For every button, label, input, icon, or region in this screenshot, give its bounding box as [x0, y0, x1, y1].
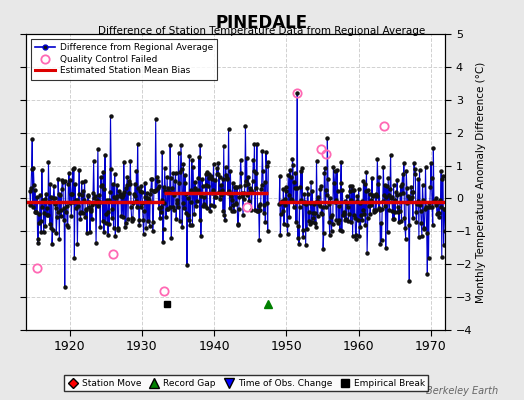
Text: Difference of Station Temperature Data from Regional Average: Difference of Station Temperature Data f… — [99, 26, 425, 36]
Text: PINEDALE: PINEDALE — [216, 14, 308, 32]
Text: Berkeley Earth: Berkeley Earth — [425, 386, 498, 396]
Legend: Difference from Regional Average, Quality Control Failed, Estimated Station Mean: Difference from Regional Average, Qualit… — [31, 38, 217, 80]
Y-axis label: Monthly Temperature Anomaly Difference (°C): Monthly Temperature Anomaly Difference (… — [476, 61, 486, 303]
Legend: Station Move, Record Gap, Time of Obs. Change, Empirical Break: Station Move, Record Gap, Time of Obs. C… — [64, 375, 428, 392]
